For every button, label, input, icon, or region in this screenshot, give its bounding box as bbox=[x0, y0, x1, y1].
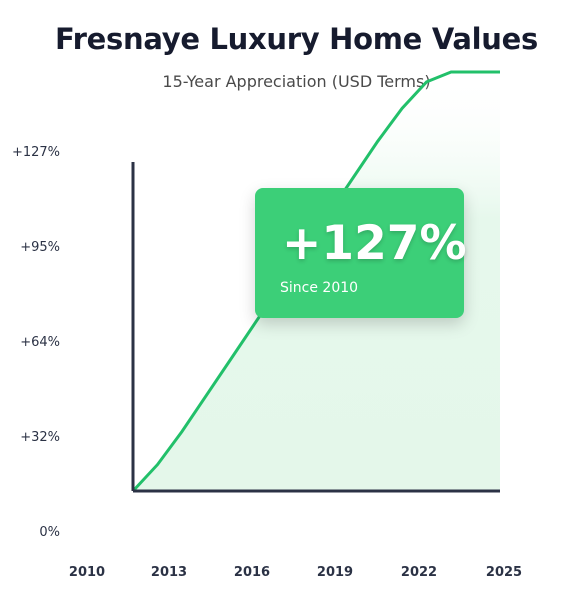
x-tick-label: 2022 bbox=[400, 565, 438, 580]
x-tick-label: 2019 bbox=[316, 565, 354, 580]
y-tick-label: +95% bbox=[20, 240, 60, 255]
callout-value: +127% bbox=[282, 216, 467, 271]
x-tick-label: 2016 bbox=[233, 565, 271, 580]
y-tick-label: +127% bbox=[11, 145, 60, 160]
chart-subtitle: 15-Year Appreciation (USD Terms) bbox=[162, 72, 431, 91]
y-tick-label: +32% bbox=[20, 430, 60, 445]
x-tick-label: 2025 bbox=[485, 565, 523, 580]
y-tick-label: +64% bbox=[20, 335, 60, 350]
x-tick-label: 2013 bbox=[150, 565, 188, 580]
x-tick-label: 2010 bbox=[68, 565, 106, 580]
growth-callout: +127% Since 2010 bbox=[255, 188, 467, 318]
callout-label: Since 2010 bbox=[280, 280, 359, 296]
chart-title: Fresnaye Luxury Home Values bbox=[55, 22, 538, 56]
y-tick-label: 0% bbox=[39, 525, 60, 540]
